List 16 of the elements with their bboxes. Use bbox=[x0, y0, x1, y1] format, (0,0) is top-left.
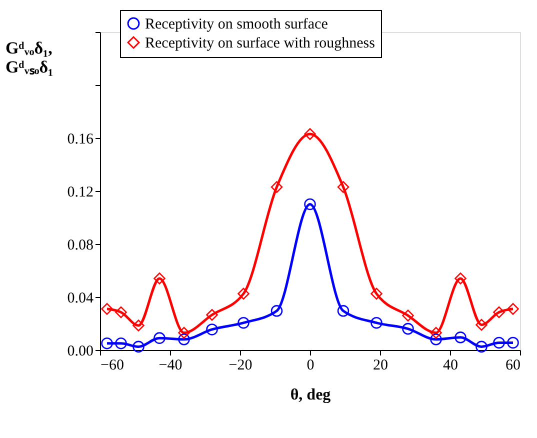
x-tick-label: −20 bbox=[228, 358, 252, 374]
x-axis-title: θ, deg bbox=[290, 386, 331, 404]
x-tick-label: 60 bbox=[506, 358, 520, 374]
x-tick-label: 20 bbox=[373, 358, 388, 374]
x-tick-label: −60 bbox=[100, 358, 124, 374]
legend-label: Receptivity on smooth surface bbox=[145, 16, 328, 32]
y-tick-label: 0.04 bbox=[67, 290, 94, 306]
x-tick-label: −40 bbox=[158, 358, 182, 374]
x-tick-label: 0 bbox=[306, 358, 314, 374]
legend-label: Receptivity on surface with roughness bbox=[145, 36, 376, 52]
y-tick-label: 0.12 bbox=[67, 184, 94, 200]
y-axis-title: Gᵈᵥₒδ₁, Gᵈᵥₛₒδ₁ bbox=[6, 38, 54, 76]
x-tick-label: 40 bbox=[443, 358, 458, 374]
y-tick-label: 0.08 bbox=[67, 238, 94, 254]
y-tick-label: 0.00 bbox=[67, 344, 94, 360]
y-tick-label: 0.16 bbox=[67, 132, 94, 148]
